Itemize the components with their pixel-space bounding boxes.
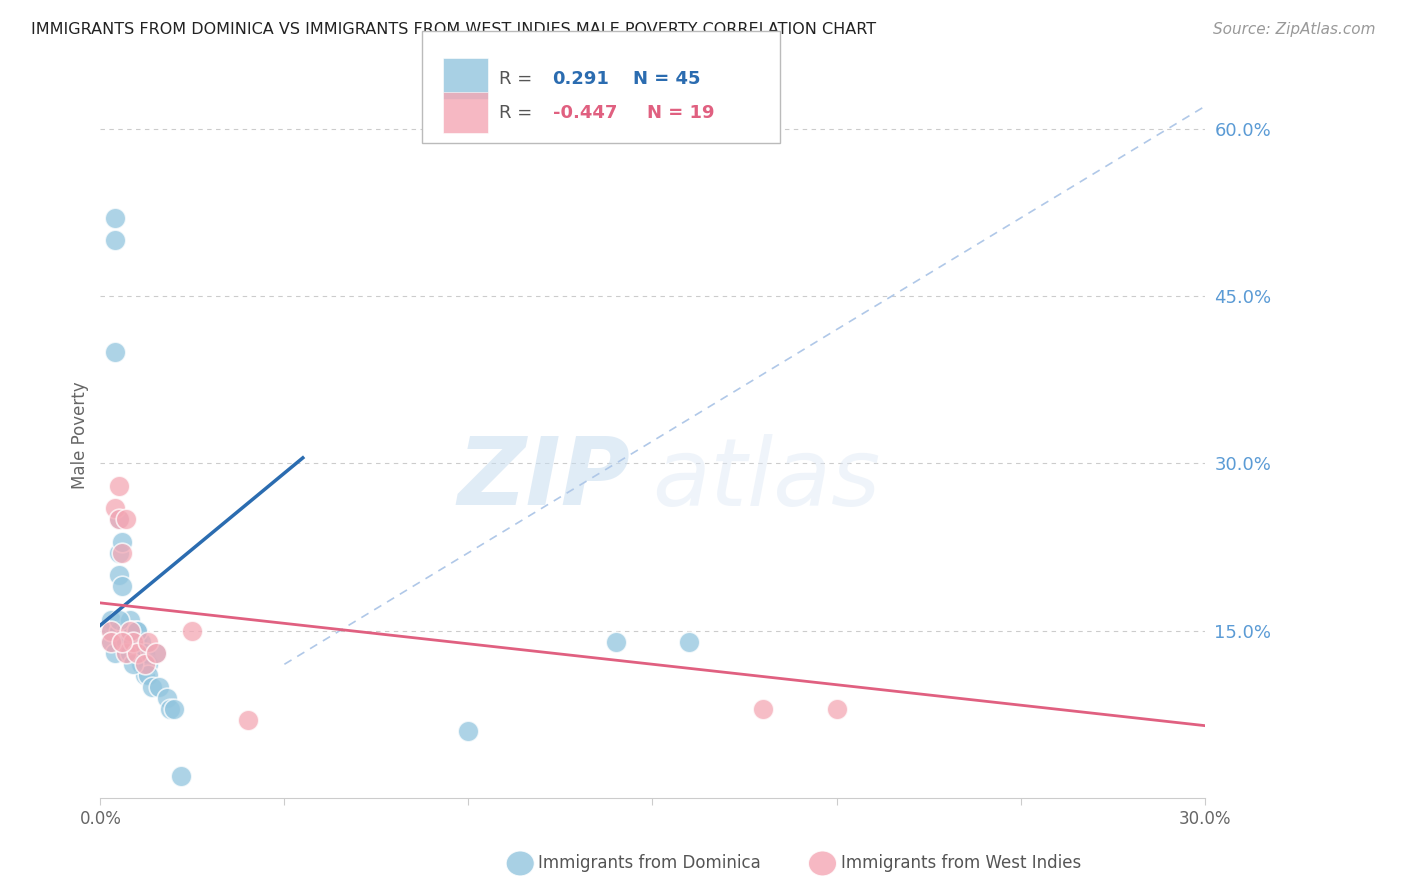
Point xyxy=(127,624,149,638)
Text: N = 19: N = 19 xyxy=(647,103,714,121)
Point xyxy=(115,635,138,649)
Point xyxy=(752,702,775,716)
Point xyxy=(148,680,170,694)
Point xyxy=(127,624,149,638)
Point xyxy=(104,646,127,660)
Point xyxy=(104,233,127,247)
Point xyxy=(115,635,138,649)
Point xyxy=(127,635,149,649)
Point xyxy=(107,546,129,560)
Point xyxy=(136,657,159,672)
Point xyxy=(115,646,138,660)
Text: R =: R = xyxy=(499,103,533,121)
Text: Immigrants from Dominica: Immigrants from Dominica xyxy=(538,855,761,872)
Point xyxy=(122,646,145,660)
Text: IMMIGRANTS FROM DOMINICA VS IMMIGRANTS FROM WEST INDIES MALE POVERTY CORRELATION: IMMIGRANTS FROM DOMINICA VS IMMIGRANTS F… xyxy=(31,22,876,37)
Point xyxy=(104,211,127,225)
Point xyxy=(134,657,156,672)
Point xyxy=(457,724,479,739)
Point xyxy=(100,613,122,627)
Point xyxy=(115,624,138,638)
Point xyxy=(107,624,129,638)
Point xyxy=(141,680,163,694)
Point xyxy=(678,635,700,649)
Point xyxy=(118,624,141,638)
Point xyxy=(107,512,129,526)
Text: N = 45: N = 45 xyxy=(633,70,700,87)
Point xyxy=(100,635,122,649)
Point xyxy=(134,646,156,660)
Point xyxy=(100,624,122,638)
Point xyxy=(181,624,204,638)
Point xyxy=(129,635,152,649)
Point xyxy=(111,534,134,549)
Text: 0.291: 0.291 xyxy=(553,70,609,87)
Point xyxy=(605,635,627,649)
Point xyxy=(122,635,145,649)
Point xyxy=(122,624,145,638)
Point xyxy=(107,479,129,493)
Point xyxy=(111,579,134,593)
Point xyxy=(236,713,259,727)
Point xyxy=(127,646,149,660)
Point xyxy=(136,668,159,682)
Point xyxy=(107,512,129,526)
Text: atlas: atlas xyxy=(652,434,880,524)
Point xyxy=(122,657,145,672)
Point xyxy=(129,657,152,672)
Text: Immigrants from West Indies: Immigrants from West Indies xyxy=(841,855,1081,872)
Text: R =: R = xyxy=(499,70,533,87)
Point xyxy=(163,702,186,716)
Point xyxy=(136,635,159,649)
Point xyxy=(104,344,127,359)
Point xyxy=(115,646,138,660)
Point xyxy=(145,646,167,660)
Text: -0.447: -0.447 xyxy=(553,103,617,121)
Text: Source: ZipAtlas.com: Source: ZipAtlas.com xyxy=(1212,22,1375,37)
Point xyxy=(134,668,156,682)
Text: ZIP: ZIP xyxy=(457,434,630,525)
Point xyxy=(127,646,149,660)
Point xyxy=(111,635,134,649)
Point xyxy=(170,769,193,783)
Point xyxy=(118,646,141,660)
Point xyxy=(159,702,181,716)
Point xyxy=(104,501,127,516)
Point xyxy=(155,690,177,705)
Point xyxy=(145,646,167,660)
Point xyxy=(100,635,122,649)
Y-axis label: Male Poverty: Male Poverty xyxy=(72,382,89,490)
Point xyxy=(100,624,122,638)
Point xyxy=(118,613,141,627)
Point xyxy=(825,702,848,716)
Point xyxy=(107,613,129,627)
Point xyxy=(115,512,138,526)
Point xyxy=(107,568,129,582)
Point xyxy=(111,546,134,560)
Point xyxy=(118,624,141,638)
Point xyxy=(111,635,134,649)
